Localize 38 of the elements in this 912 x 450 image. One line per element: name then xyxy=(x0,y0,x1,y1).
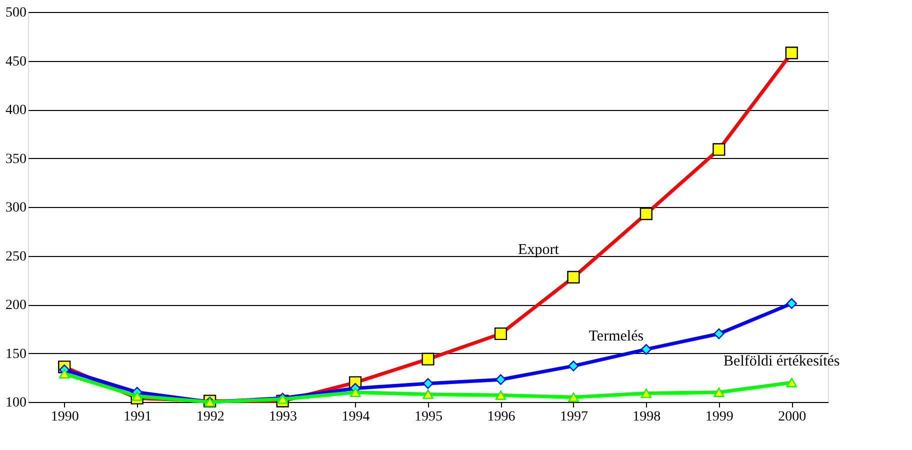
x-tick-label: 1996 xyxy=(487,410,516,424)
point xyxy=(350,388,361,397)
point xyxy=(132,391,142,401)
x-tick-label: 1998 xyxy=(632,410,661,424)
y-tick-label: 150 xyxy=(6,346,26,362)
series-label: Export xyxy=(518,242,560,258)
x-tick-label: 2000 xyxy=(778,410,806,424)
x-tick-label: 1992 xyxy=(196,410,224,424)
point xyxy=(786,298,797,309)
series-label: Termelés xyxy=(588,328,644,344)
point xyxy=(495,374,506,385)
x-tick-label: 1999 xyxy=(705,410,734,424)
point xyxy=(714,388,724,397)
point xyxy=(640,344,652,355)
point xyxy=(714,328,724,340)
y-tick-label: 100 xyxy=(6,396,26,410)
y-tick-label: 200 xyxy=(6,298,26,313)
y-tick-label: 350 xyxy=(6,152,26,167)
x-tick-label: 1995 xyxy=(414,410,442,424)
point xyxy=(640,388,652,398)
x-tick-label: 1994 xyxy=(342,410,370,424)
point xyxy=(495,390,506,400)
y-tick-label: 400 xyxy=(6,103,26,118)
point xyxy=(786,378,797,388)
y-tick-label: 250 xyxy=(6,249,26,264)
point xyxy=(568,360,579,372)
y-tick-label: 500 xyxy=(6,6,26,20)
x-tick-label: 1993 xyxy=(269,410,298,424)
y-tick-label: 300 xyxy=(6,200,26,216)
point xyxy=(422,389,434,399)
series-label: Belföldi értékesítés xyxy=(724,354,840,370)
point xyxy=(568,392,579,402)
point xyxy=(59,369,70,378)
x-tick-label: 1991 xyxy=(124,410,152,424)
point xyxy=(422,378,434,389)
x-tick-label: 1997 xyxy=(560,410,588,424)
y-tick-label: 450 xyxy=(6,54,26,70)
x-tick-label: 1990 xyxy=(50,410,79,424)
